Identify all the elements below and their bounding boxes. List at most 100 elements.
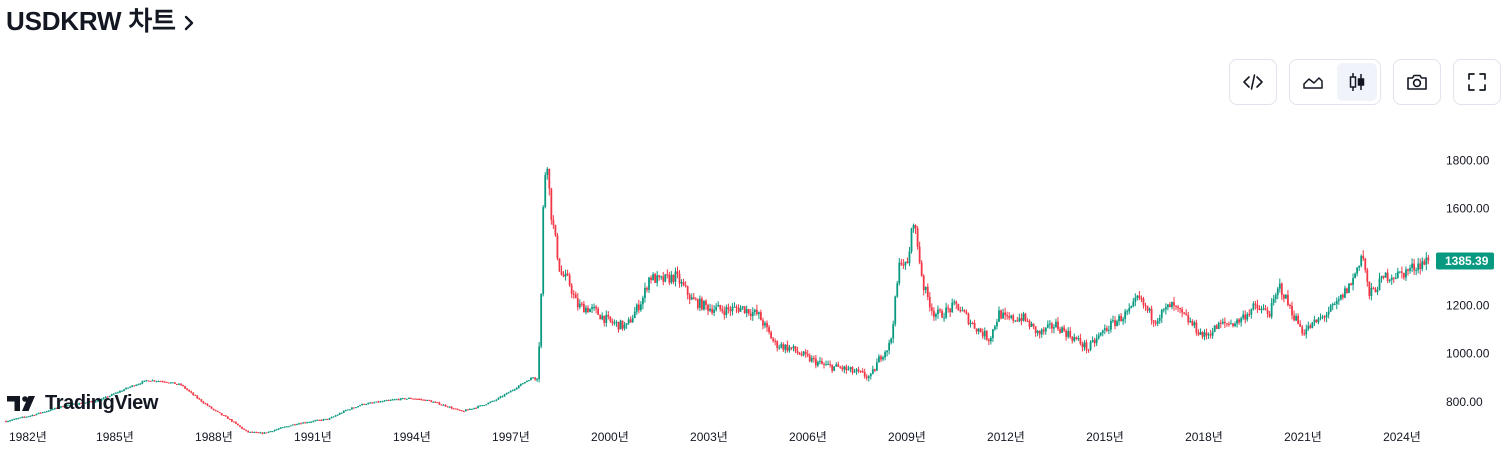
candle-body bbox=[729, 309, 732, 312]
candle-body bbox=[1266, 310, 1269, 314]
candle-body bbox=[1103, 328, 1106, 331]
candle-body bbox=[131, 385, 134, 387]
candle-body bbox=[161, 381, 164, 383]
candle-body bbox=[847, 369, 850, 371]
candle-body bbox=[1350, 283, 1352, 285]
candle-body bbox=[267, 431, 270, 433]
candle-body bbox=[1242, 314, 1245, 319]
candle-body bbox=[1120, 315, 1122, 322]
candle-body bbox=[922, 275, 925, 291]
candle-body bbox=[1360, 255, 1363, 266]
candle-body bbox=[698, 298, 701, 308]
candle-body bbox=[1051, 323, 1053, 329]
candle-body bbox=[462, 411, 465, 413]
candle-body bbox=[39, 412, 42, 414]
candles-button[interactable] bbox=[1337, 63, 1377, 101]
candle-body bbox=[1085, 342, 1088, 350]
candle-body bbox=[688, 294, 691, 300]
candle-body bbox=[261, 432, 264, 434]
area-chart-button[interactable] bbox=[1293, 63, 1333, 101]
candle-body bbox=[800, 354, 803, 356]
candle-body bbox=[1083, 342, 1086, 348]
candle-body bbox=[1207, 334, 1210, 336]
candle-body bbox=[959, 310, 962, 312]
tradingview-watermark[interactable]: TradingView bbox=[7, 392, 158, 414]
x-axis-tick-label: 1991년 bbox=[294, 430, 332, 444]
candle-body bbox=[1348, 283, 1350, 293]
candle-body bbox=[1077, 338, 1080, 340]
candle-body bbox=[379, 401, 382, 403]
candle-body bbox=[381, 401, 384, 403]
candle-body bbox=[637, 304, 640, 311]
candle-body bbox=[731, 306, 734, 312]
fullscreen-button[interactable] bbox=[1453, 59, 1501, 105]
candle-body bbox=[1407, 269, 1409, 271]
candle-body bbox=[336, 414, 339, 416]
candle-body bbox=[346, 409, 349, 411]
candle-body bbox=[1240, 318, 1243, 323]
candle-body bbox=[1244, 314, 1247, 320]
candle-body bbox=[469, 408, 471, 410]
candle-body bbox=[1022, 313, 1025, 321]
candle-body bbox=[1313, 319, 1316, 323]
candle-body bbox=[1046, 324, 1049, 328]
chart-title-link[interactable]: USDKRW 차트 bbox=[6, 2, 196, 36]
candle-body bbox=[188, 389, 191, 392]
candle-body bbox=[1268, 313, 1271, 317]
candle-body bbox=[943, 317, 945, 319]
candle-body bbox=[831, 364, 834, 371]
candle-body bbox=[743, 306, 746, 314]
candle-body bbox=[973, 322, 976, 329]
candle-body bbox=[49, 409, 52, 411]
candle-body bbox=[389, 399, 392, 401]
candle-body bbox=[914, 224, 917, 229]
candle-body bbox=[287, 426, 290, 428]
candle-body bbox=[1026, 320, 1029, 322]
snapshot-button[interactable] bbox=[1393, 59, 1441, 105]
candle-body bbox=[548, 168, 551, 189]
candle-body bbox=[66, 405, 68, 407]
candle-body bbox=[222, 415, 225, 417]
candle-body bbox=[359, 405, 361, 407]
candle-body bbox=[774, 340, 777, 342]
candle-body bbox=[1201, 331, 1204, 337]
candle-body bbox=[1403, 272, 1405, 278]
candle-body bbox=[9, 420, 11, 422]
candle-body bbox=[224, 415, 227, 417]
candle-body bbox=[924, 286, 927, 291]
candle-body bbox=[45, 411, 48, 413]
candle-body bbox=[7, 421, 9, 423]
price-chart[interactable]: 800.00 1000.00 1200.00 1600.00 1800.00 1385.3… bbox=[0, 120, 1502, 454]
candle-body bbox=[937, 309, 939, 315]
candle-body bbox=[141, 381, 144, 384]
candle-body bbox=[1419, 263, 1422, 269]
candle-body bbox=[1305, 329, 1308, 335]
candle-body bbox=[88, 401, 91, 403]
candle-body bbox=[239, 425, 241, 427]
code-icon bbox=[1243, 74, 1263, 90]
candle-body bbox=[139, 383, 142, 385]
candle-body bbox=[1183, 312, 1186, 314]
candle-body bbox=[926, 286, 929, 297]
candle-body bbox=[1329, 305, 1332, 312]
candle-body bbox=[1325, 314, 1328, 318]
candle-body bbox=[76, 404, 79, 406]
chart-canvas[interactable]: 800.00 1000.00 1200.00 1600.00 1800.00 1385.3… bbox=[0, 120, 1502, 454]
candle-body bbox=[778, 347, 781, 349]
candle-body bbox=[100, 398, 103, 401]
candle-body bbox=[863, 371, 866, 377]
embed-button[interactable] bbox=[1229, 59, 1277, 105]
candle-body bbox=[1311, 322, 1314, 328]
candle-body bbox=[1317, 318, 1320, 323]
candle-body bbox=[220, 413, 223, 416]
candle-body bbox=[1215, 325, 1218, 330]
candle-body bbox=[285, 426, 288, 428]
candle-body bbox=[296, 424, 298, 426]
candle-body bbox=[705, 300, 707, 305]
candle-body bbox=[853, 371, 856, 373]
x-axis-tick-label: 2006년 bbox=[789, 430, 827, 444]
candle-body bbox=[878, 356, 880, 363]
candle-body bbox=[1285, 294, 1287, 299]
candle-body bbox=[1173, 302, 1175, 306]
candle-body bbox=[281, 427, 284, 429]
